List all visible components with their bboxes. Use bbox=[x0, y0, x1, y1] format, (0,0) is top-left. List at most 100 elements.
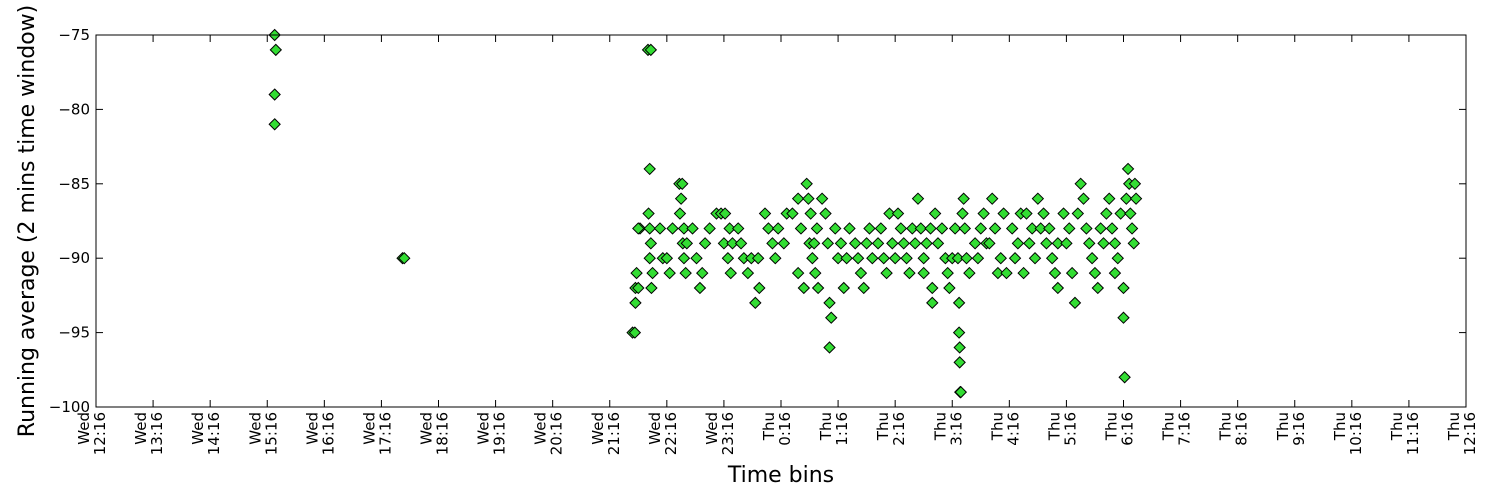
data-point bbox=[1043, 222, 1056, 235]
data-point bbox=[1083, 237, 1096, 250]
data-point bbox=[653, 222, 667, 235]
data-point bbox=[731, 222, 745, 235]
x-tick-label: Thu0:16 bbox=[760, 412, 794, 446]
x-tick-label: Thu3:16 bbox=[931, 412, 965, 446]
data-point bbox=[762, 222, 775, 235]
data-point bbox=[843, 222, 856, 235]
data-point bbox=[953, 356, 966, 369]
data-point bbox=[644, 237, 658, 250]
x-tick-label: Wed20:16 bbox=[532, 412, 566, 455]
data-point bbox=[777, 237, 791, 250]
x-tick-label: Wed13:16 bbox=[132, 412, 166, 455]
x-tick-day: Thu bbox=[1160, 412, 1178, 441]
x-tick-label: Wed18:16 bbox=[418, 412, 452, 455]
data-point bbox=[766, 237, 779, 250]
data-point bbox=[693, 281, 707, 295]
data-point bbox=[660, 251, 674, 265]
data-point bbox=[957, 192, 970, 205]
data-point bbox=[886, 237, 899, 250]
data-point bbox=[753, 281, 766, 295]
data-point bbox=[1040, 237, 1053, 250]
data-point bbox=[758, 207, 772, 220]
data-point bbox=[997, 207, 1010, 220]
x-tick-day: Wed bbox=[703, 412, 721, 445]
y-tick-label: −95 bbox=[58, 324, 90, 342]
data-point bbox=[663, 266, 676, 280]
x-tick-label: Thu12:16 bbox=[1445, 412, 1479, 455]
x-tick-time: 8:16 bbox=[1233, 412, 1251, 446]
x-tick-time: 13:16 bbox=[148, 412, 166, 455]
data-point bbox=[924, 222, 937, 235]
data-point bbox=[823, 341, 836, 354]
data-point bbox=[897, 237, 910, 250]
data-point bbox=[643, 162, 656, 176]
data-point bbox=[718, 207, 732, 220]
data-point bbox=[908, 237, 922, 250]
x-tick-day: Thu bbox=[1217, 412, 1235, 441]
x-tick-time: 5:16 bbox=[1061, 412, 1079, 446]
data-point bbox=[1108, 266, 1122, 280]
data-point bbox=[1034, 222, 1047, 235]
x-tick-label: Wed15:16 bbox=[246, 412, 280, 455]
data-point bbox=[815, 192, 829, 205]
data-point bbox=[786, 207, 799, 220]
data-point bbox=[1117, 281, 1130, 295]
data-point bbox=[871, 237, 885, 250]
data-point bbox=[1000, 266, 1013, 280]
y-tick-label: −75 bbox=[58, 26, 90, 44]
data-point bbox=[680, 237, 694, 250]
data-point bbox=[840, 251, 853, 265]
y-axis-ticks: −100 −95 −90 −85 −80 −75 bbox=[49, 26, 1466, 416]
data-point bbox=[679, 266, 692, 280]
x-tick-time: 22:16 bbox=[662, 412, 680, 455]
data-point bbox=[807, 237, 821, 250]
data-point bbox=[666, 222, 679, 235]
x-tick-label: Thu5:16 bbox=[1045, 412, 1079, 446]
data-point bbox=[1020, 207, 1033, 220]
x-tick-day: Wed bbox=[303, 412, 321, 445]
data-point bbox=[1065, 266, 1079, 280]
data-point bbox=[674, 192, 688, 205]
data-point bbox=[268, 118, 281, 131]
x-tick-label: Wed17:16 bbox=[360, 412, 394, 455]
data-point bbox=[883, 207, 896, 220]
data-point bbox=[690, 251, 703, 265]
x-tick-time: 14:16 bbox=[205, 412, 223, 455]
data-point bbox=[802, 192, 815, 205]
data-point bbox=[953, 341, 966, 354]
data-point bbox=[646, 266, 659, 280]
x-tick-time: 16:16 bbox=[319, 412, 337, 455]
data-point bbox=[1025, 222, 1039, 235]
data-point bbox=[811, 281, 825, 295]
data-point bbox=[769, 251, 782, 265]
data-point bbox=[269, 43, 283, 57]
data-point bbox=[963, 266, 976, 280]
data-point bbox=[1023, 237, 1036, 250]
x-tick-time: 15:16 bbox=[262, 412, 280, 455]
data-point bbox=[800, 177, 813, 191]
data-point bbox=[717, 237, 731, 250]
y-tick-label: −100 bbox=[49, 398, 90, 416]
data-point bbox=[643, 222, 656, 235]
x-tick-label: Wed12:16 bbox=[75, 412, 109, 455]
data-point bbox=[926, 296, 939, 310]
data-point bbox=[958, 222, 972, 235]
data-point bbox=[1005, 222, 1019, 235]
x-tick-day: Wed bbox=[360, 412, 378, 445]
x-tick-day: Wed bbox=[532, 412, 550, 445]
data-point bbox=[991, 266, 1005, 280]
x-tick-label: Wed19:16 bbox=[475, 412, 509, 455]
data-point bbox=[1048, 266, 1062, 280]
data-point bbox=[676, 177, 689, 191]
data-point bbox=[866, 251, 879, 265]
data-point bbox=[954, 385, 968, 399]
x-tick-day: Thu bbox=[1388, 412, 1406, 441]
data-point bbox=[1129, 192, 1143, 205]
data-point bbox=[794, 222, 808, 235]
data-point bbox=[1114, 207, 1127, 220]
data-point bbox=[920, 237, 933, 250]
x-tick-label: Wed14:16 bbox=[189, 412, 223, 455]
x-tick-day: Thu bbox=[1274, 412, 1292, 441]
x-tick-time: 12:16 bbox=[1461, 412, 1479, 455]
y-tick-label: −90 bbox=[58, 249, 90, 267]
